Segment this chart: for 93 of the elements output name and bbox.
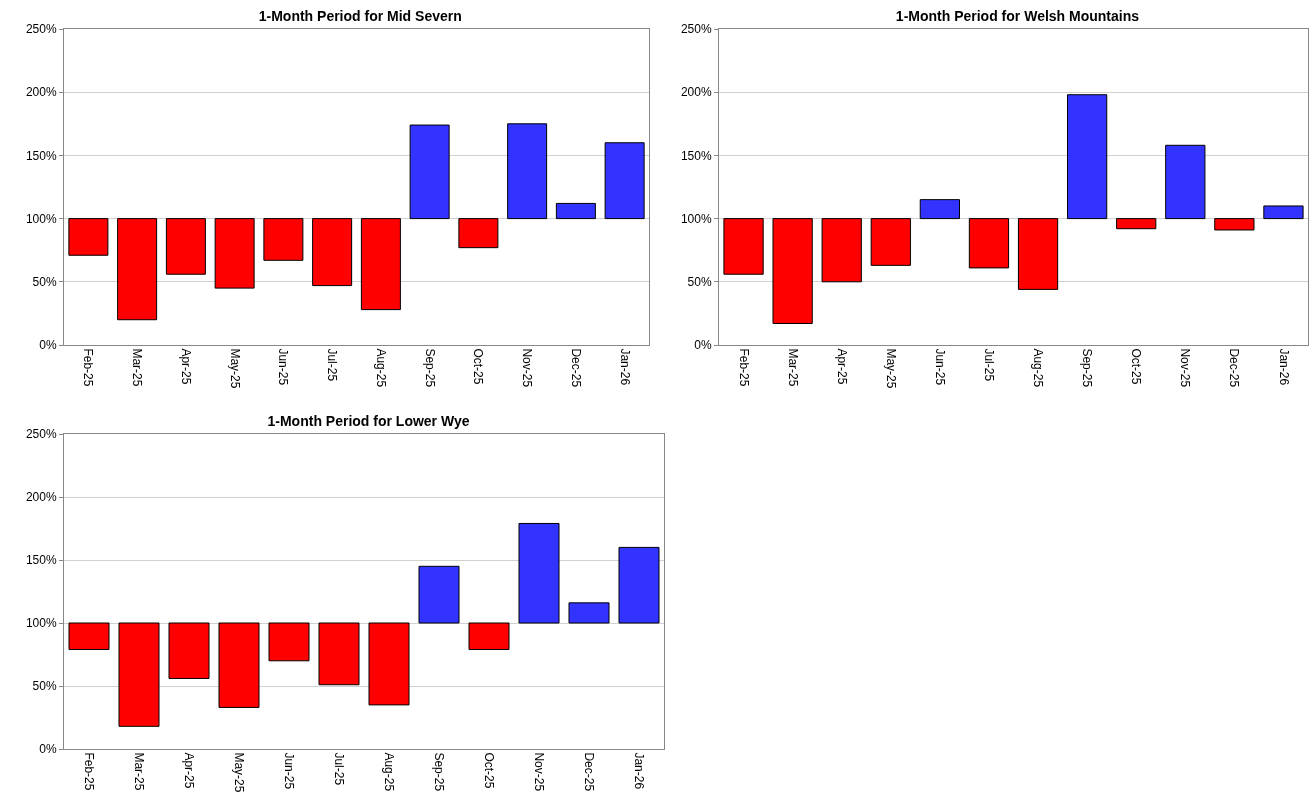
x-tick-label: Mar-25 [132,752,147,791]
x-tick-label: May-25 [232,752,247,793]
bar [409,124,450,220]
x-tick-label: Apr-25 [178,348,193,385]
x-tick-label: Jan-26 [632,752,647,790]
bar [468,622,510,650]
bar [368,622,410,706]
x-tick-label: Sep-25 [432,752,447,792]
y-tick-label: 250% [25,427,57,442]
x-tick-label: Aug-25 [1031,348,1046,388]
x-tick-label: Oct-25 [471,348,486,385]
y-tick-label: 50% [687,275,712,289]
x-tick-label: Sep-25 [422,348,437,388]
x-tick-label: Sep-25 [1080,348,1095,388]
bar [263,218,304,261]
bar [772,218,813,325]
bar [218,622,260,708]
x-tick-label: Apr-25 [834,348,849,385]
x-tick-label: Feb-25 [81,348,96,387]
x-tick-label: Nov-25 [532,752,547,792]
bar [821,218,862,283]
bar [1066,94,1108,220]
x-tick-label: Dec-25 [582,752,597,792]
y-tick-label: 200% [25,490,57,505]
bar [568,602,610,624]
y-tick-label: 250% [680,22,712,37]
x-tick-label: Jul-25 [982,348,997,382]
bar [1214,218,1255,231]
y-tick-label: 50% [32,679,57,694]
bar [214,218,255,289]
bar [919,199,961,220]
y-tick-label: 200% [680,85,712,100]
x-tick-label: Oct-25 [1129,348,1144,385]
bar [968,218,1010,269]
x-tick-label: May-25 [227,348,242,389]
y-tick-label: 100% [680,211,712,226]
bar [1017,218,1059,290]
bar [418,565,460,624]
bar [168,622,210,679]
bar [68,622,110,650]
bar [68,218,109,256]
bar [723,218,764,275]
x-tick-label: Jan-26 [1276,348,1291,386]
bar [518,522,560,624]
y-tick-label: 150% [680,148,712,163]
bar [117,218,158,321]
x-tick-label: Feb-25 [736,348,751,387]
x-tick-label: Aug-25 [373,348,388,388]
bar [1116,218,1157,230]
x-tick-label: Mar-25 [785,348,800,387]
bar [870,218,911,266]
chart-title: 1-Month Period for Lower Wye [267,412,470,429]
bar [118,622,160,727]
x-tick-label: May-25 [883,348,898,389]
x-tick-label: Jan-26 [617,348,632,386]
y-tick-label: 250% [25,22,57,37]
x-tick-label: Mar-25 [130,348,145,387]
x-tick-label: Dec-25 [1227,348,1242,388]
bar [318,622,360,686]
x-tick-label: Feb-25 [82,752,97,791]
x-tick-label: Dec-25 [568,348,583,388]
y-tick-label: 0% [694,338,712,353]
x-tick-label: Jun-25 [282,752,297,790]
bar [458,218,499,249]
bar [1263,205,1304,220]
y-tick-label: 150% [25,553,57,568]
x-tick-label: Jun-25 [932,348,947,386]
y-tick-label: 0% [39,742,57,757]
x-tick-label: Oct-25 [482,752,497,789]
y-tick-label: 100% [25,211,57,226]
x-tick-label: Nov-25 [520,348,535,388]
bar [360,218,401,311]
bar [555,202,596,220]
bar [312,218,353,287]
bar [1165,144,1206,220]
y-tick-label: 150% [25,148,57,163]
bar [604,142,645,220]
bar [268,622,310,662]
y-tick-label: 0% [39,338,57,353]
bar [507,123,548,220]
y-tick-label: 200% [25,85,57,100]
x-tick-label: Apr-25 [182,752,197,789]
x-tick-label: Jul-25 [325,348,340,382]
y-tick-label: 100% [25,616,57,631]
chart-title: 1-Month Period for Mid Severn [258,7,462,24]
y-tick-label: 50% [32,275,57,289]
x-tick-label: Jun-25 [276,348,291,386]
bar [618,546,660,624]
bar [165,218,206,275]
chart-title: 1-Month Period for Welsh Mountains [895,7,1140,24]
x-tick-label: Aug-25 [382,752,397,792]
x-tick-label: Jul-25 [332,752,347,786]
x-tick-label: Nov-25 [1178,348,1193,388]
